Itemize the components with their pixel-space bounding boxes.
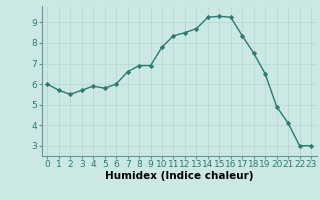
X-axis label: Humidex (Indice chaleur): Humidex (Indice chaleur) <box>105 171 253 181</box>
